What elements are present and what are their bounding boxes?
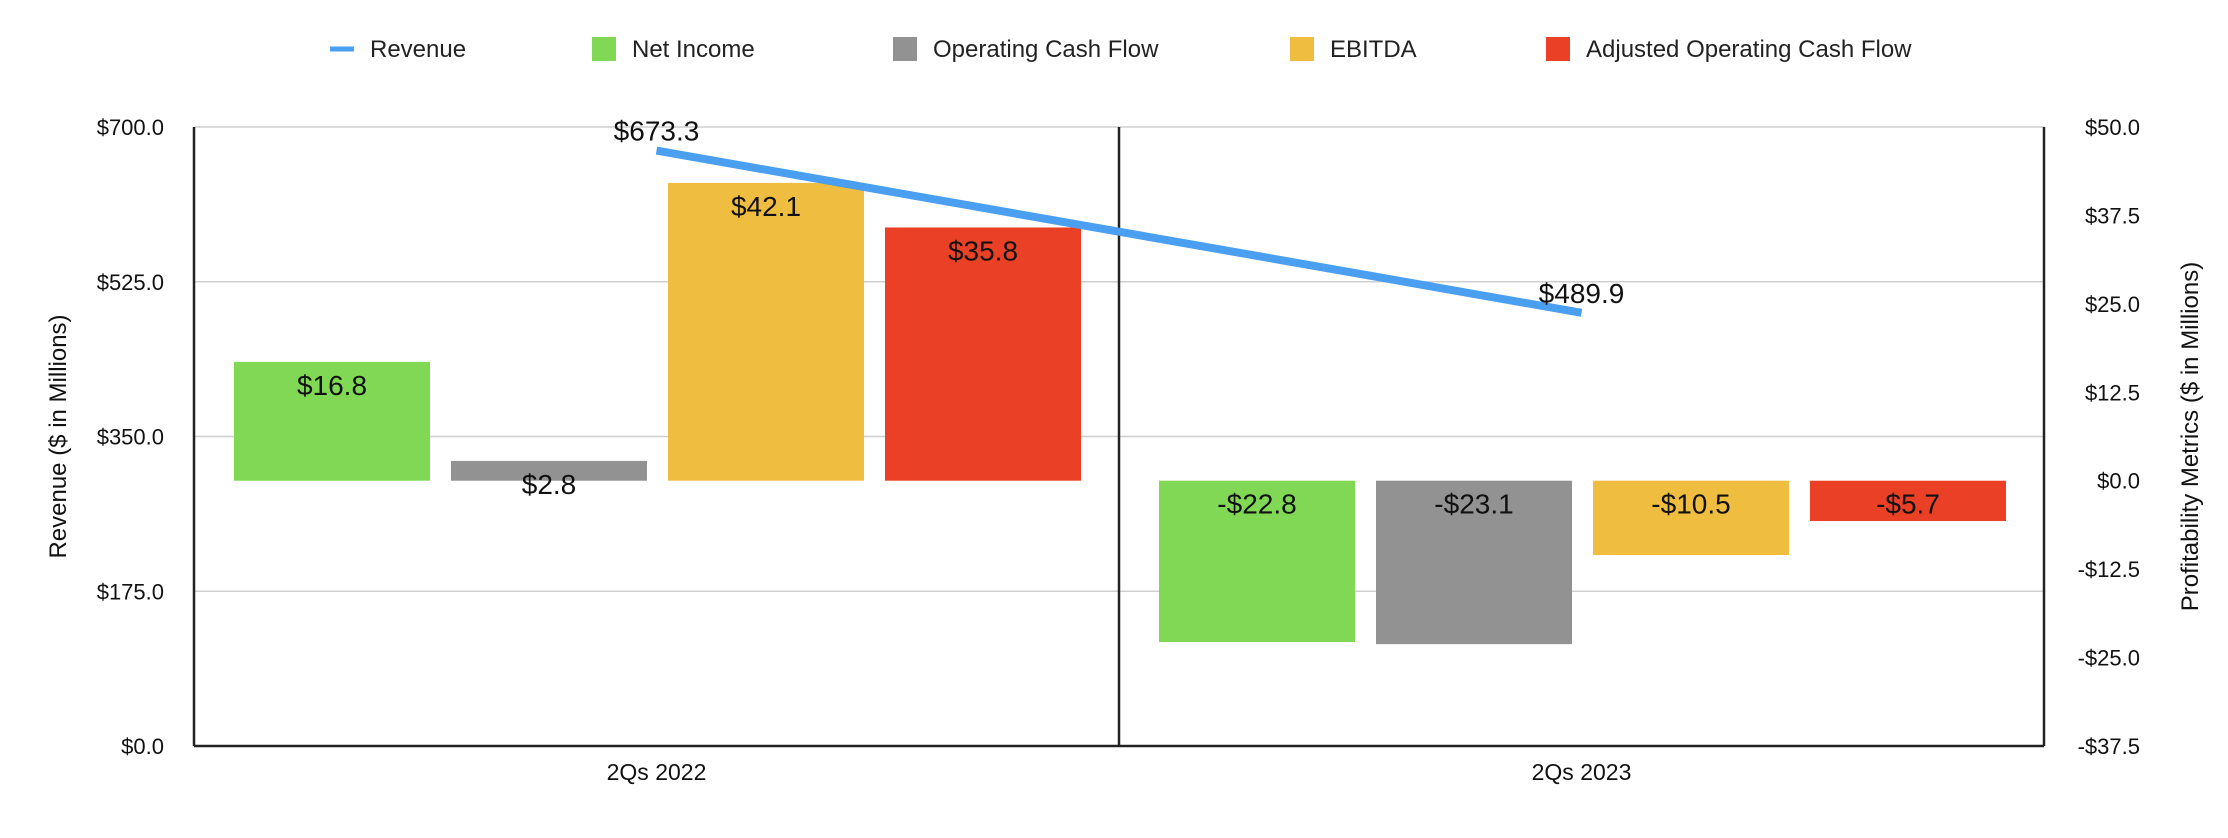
- bar-net-income: [234, 361, 430, 481]
- legend-swatch-net-income: [592, 37, 616, 61]
- y-tick-right: $0.0: [2097, 469, 2140, 494]
- y-axis-right-title: Profitability Metrics ($ in Millions): [2177, 262, 2204, 611]
- x-tick-category: 2Qs 2022: [607, 759, 707, 785]
- y-tick-left: $525.0: [97, 270, 164, 295]
- ticks: $0.0 $175.0 $350.0 $525.0 $700.0 -$37.5 -$25.0…: [97, 115, 2140, 785]
- legend-swatch-ebitda: [1290, 37, 1314, 61]
- y-tick-left: $350.0: [97, 425, 164, 450]
- y-tick-right: $37.5: [2085, 203, 2140, 228]
- y-tick-right: $50.0: [2085, 115, 2140, 140]
- legend-label-revenue: Revenue: [370, 36, 466, 63]
- y-tick-right: $12.5: [2085, 380, 2140, 405]
- data-label-operating-cash-flow: -$23.1: [1434, 489, 1513, 520]
- bar-net-income: [1159, 480, 1355, 643]
- data-labels: $16.8 $2.8 $42.1 $35.8 -$22.8 -$23.1 -$10.5 -$5…: [297, 116, 1940, 520]
- legend-swatch-adjusted-operating-cash-flow: [1546, 37, 1570, 61]
- legend-label-net-income: Net Income: [632, 36, 755, 63]
- data-label-revenue: $673.3: [614, 116, 700, 147]
- revenue-line-group: [655, 146, 1583, 317]
- legend-label-adjusted-operating-cash-flow: Adjusted Operating Cash Flow: [1586, 36, 1912, 63]
- data-label-adjusted-operating-cash-flow: -$5.7: [1876, 489, 1940, 520]
- y-tick-right: -$37.5: [2078, 734, 2140, 759]
- data-label-operating-cash-flow: $2.8: [522, 469, 577, 500]
- legend-swatch-operating-cash-flow: [893, 37, 917, 61]
- legend-label-ebitda: EBITDA: [1330, 36, 1417, 63]
- legend-label-operating-cash-flow: Operating Cash Flow: [933, 36, 1159, 63]
- bar-adjusted-operating-cash-flow: [885, 227, 1081, 481]
- data-label-net-income: -$22.8: [1217, 489, 1296, 520]
- y-tick-left: $175.0: [97, 579, 164, 604]
- bar-operating-cash-flow: [1376, 480, 1572, 645]
- bar-ebitda: [1593, 480, 1789, 555]
- data-label-adjusted-operating-cash-flow: $35.8: [948, 235, 1018, 266]
- y-axis-left-title: Revenue ($ in Millions): [45, 314, 72, 558]
- bar-ebitda: [668, 182, 864, 481]
- data-label-ebitda: -$10.5: [1651, 489, 1730, 520]
- y-tick-left: $700.0: [97, 115, 164, 140]
- bars: [234, 182, 2006, 645]
- axes: [192, 127, 2046, 748]
- legend: Revenue Net Income Operating Cash Flow EBIT…: [330, 36, 1912, 63]
- data-label-net-income: $16.8: [297, 370, 367, 401]
- y-tick-right: -$12.5: [2078, 557, 2140, 582]
- x-tick-category: 2Qs 2023: [1532, 759, 1632, 785]
- data-label-revenue: $489.9: [1539, 278, 1625, 309]
- bar-adjusted-operating-cash-flow: [1810, 480, 2006, 522]
- data-label-ebitda: $42.1: [731, 191, 801, 222]
- y-tick-right: $25.0: [2085, 292, 2140, 317]
- bar-operating-cash-flow: [451, 460, 647, 481]
- y-tick-left: $0.0: [121, 734, 164, 759]
- revenue-line: [655, 146, 1583, 317]
- y-tick-right: -$25.0: [2078, 646, 2140, 671]
